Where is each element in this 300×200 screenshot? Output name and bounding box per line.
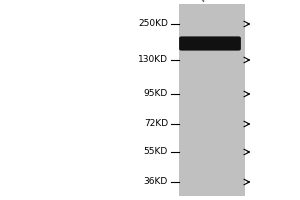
Text: 36KD: 36KD: [144, 178, 168, 186]
Text: 95KD: 95KD: [144, 90, 168, 98]
Text: Hela: Hela: [198, 0, 222, 3]
Bar: [178, 4, 244, 196]
Text: 130KD: 130KD: [138, 55, 168, 64]
FancyBboxPatch shape: [179, 36, 241, 51]
Text: 250KD: 250KD: [138, 20, 168, 28]
Text: 72KD: 72KD: [144, 119, 168, 129]
Text: 55KD: 55KD: [144, 148, 168, 156]
